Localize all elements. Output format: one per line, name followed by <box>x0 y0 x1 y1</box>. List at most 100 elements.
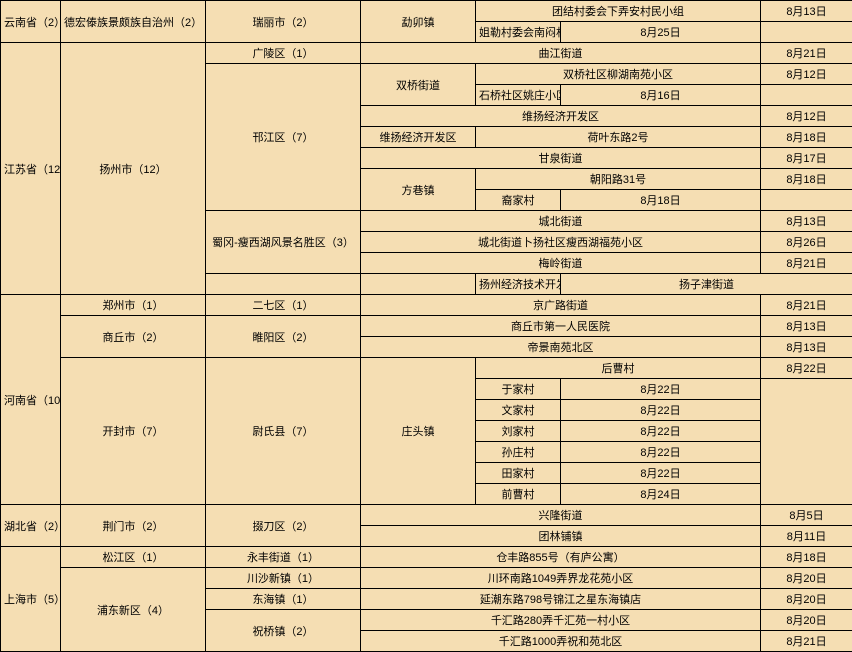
cell-c7: 8月13日 <box>761 211 852 232</box>
cell-c6: 双桥社区柳湖南苑小区 <box>476 64 761 85</box>
cell-c3: 二七区（1） <box>206 295 361 316</box>
cell-c6: 于家村 <box>476 379 561 400</box>
cell-c6: 团结村委会下弄安村民小组 <box>476 1 761 22</box>
cell-c7: 8月11日 <box>761 526 852 547</box>
cell-c7: 8月22日 <box>561 463 761 484</box>
table-row: 云南省（2）德宏傣族景颇族自治州（2）瑞丽市（2）勐卯镇团结村委会下弄安村民小组… <box>1 1 852 22</box>
cell-c6: 孙庄村 <box>476 442 561 463</box>
cell-c1: 云南省（2） <box>1 1 61 43</box>
cell-c2: 荆门市（2） <box>61 505 206 547</box>
table-row: 商丘市（2）睢阳区（2）商丘市第一人民医院8月13日 <box>1 316 852 337</box>
cell-c6: 甘泉街道 <box>361 148 761 169</box>
risk-area-table: 云南省（2）德宏傣族景颇族自治州（2）瑞丽市（2）勐卯镇团结村委会下弄安村民小组… <box>0 0 852 652</box>
cell-c4: 勐卯镇 <box>361 1 476 43</box>
cell-c7: 8月12日 <box>761 64 852 85</box>
cell-c7: 8月20日 <box>761 589 852 610</box>
cell-c3: 尉氏县（7） <box>206 358 361 505</box>
cell-c3: 蜀冈-瘦西湖风景名胜区（3） <box>206 211 361 274</box>
cell-c1: 上海市（5） <box>1 547 61 652</box>
cell-c1: 江苏省（12） <box>1 43 61 295</box>
cell-c6: 刘家村 <box>476 421 561 442</box>
table-row: 开封市（7）尉氏县（7）庄头镇后曹村8月22日 <box>1 358 852 379</box>
cell-c2: 扬州市（12） <box>61 43 206 295</box>
cell-c2: 商丘市（2） <box>61 316 206 358</box>
cell-c7: 8月26日 <box>761 232 852 253</box>
cell-c6: 后曹村 <box>476 358 761 379</box>
table-row: 上海市（5）松江区（1）永丰街道（1）仓丰路855号（有庐公寓）8月18日 <box>1 547 852 568</box>
cell-c7: 8月18日 <box>561 190 761 211</box>
cell-c2: 德宏傣族景颇族自治州（2） <box>61 1 206 43</box>
cell-c7: 8月25日 <box>561 22 761 43</box>
cell-c7: 8月12日 <box>761 106 852 127</box>
cell-c6: 千汇路1000弄祝和苑北区 <box>361 631 761 652</box>
cell-c3: 掇刀区（2） <box>206 505 361 547</box>
cell-c6: 京广路街道 <box>361 295 761 316</box>
table-row: 河南省（10）郑州市（1）二七区（1）京广路街道8月21日 <box>1 295 852 316</box>
cell-c6: 商丘市第一人民医院 <box>361 316 761 337</box>
cell-c1 <box>206 274 361 295</box>
cell-c3: 东海镇（1） <box>206 589 361 610</box>
cell-c3: 永丰街道（1） <box>206 547 361 568</box>
cell-c7: 8月5日 <box>761 505 852 526</box>
cell-c3: 瑞丽市（2） <box>206 1 361 43</box>
table-row: 浦东新区（4）川沙新镇（1）川环南路1049弄界龙花苑小区8月20日 <box>1 568 852 589</box>
cell-c3: 扬州经济技术开发区（1） <box>476 274 561 295</box>
cell-c7: 8月20日 <box>761 568 852 589</box>
cell-c6: 前曹村 <box>476 484 561 505</box>
cell-c2: 郑州市（1） <box>61 295 206 316</box>
cell-c7: 8月13日 <box>761 1 852 22</box>
cell-c7: 8月16日 <box>561 85 761 106</box>
cell-c7: 8月22日 <box>761 358 852 379</box>
cell-c4: 双桥街道 <box>361 64 476 106</box>
cell-c1: 河南省（10） <box>1 295 61 505</box>
cell-c7: 8月18日 <box>761 547 852 568</box>
cell-c7: 8月20日 <box>761 610 852 631</box>
cell-c6: 梅岭街道 <box>361 253 761 274</box>
cell-c7: 8月18日 <box>761 127 852 148</box>
cell-c7: 8月22日 <box>561 442 761 463</box>
cell-c6: 荷叶东路2号 <box>476 127 761 148</box>
table-row: 江苏省（12）扬州市（12）广陵区（1）曲江街道8月21日 <box>1 43 852 64</box>
cell-c6: 千汇路280弄千汇苑一村小区 <box>361 610 761 631</box>
cell-c4: 维扬经济开发区 <box>361 127 476 148</box>
cell-c6: 帝景南苑北区 <box>361 337 761 358</box>
cell-c6: 兴隆街道 <box>361 505 761 526</box>
cell-c7: 8月24日 <box>561 484 761 505</box>
cell-c6: 姐勒村委会南闷村民小组 <box>476 22 561 43</box>
cell-c7: 8月17日 <box>761 148 852 169</box>
cell-c3: 睢阳区（2） <box>206 316 361 358</box>
cell-c6: 田家村 <box>476 463 561 484</box>
cell-c2: 松江区（1） <box>61 547 206 568</box>
cell-c7: 8月22日 <box>561 400 761 421</box>
cell-c3: 川沙新镇（1） <box>206 568 361 589</box>
cell-c2: 开封市（7） <box>61 358 206 505</box>
cell-c1: 湖北省（2） <box>1 505 61 547</box>
cell-c2 <box>361 274 476 295</box>
cell-c7: 8月13日 <box>761 316 852 337</box>
cell-c6: 延潮东路798号锦江之星东海镇店 <box>361 589 761 610</box>
cell-c3: 祝桥镇（2） <box>206 610 361 652</box>
cell-c7: 8月21日 <box>761 43 852 64</box>
cell-c3: 广陵区（1） <box>206 43 361 64</box>
cell-c4: 方巷镇 <box>361 169 476 211</box>
cell-c6: 曲江街道 <box>361 43 761 64</box>
cell-c6: 维扬经济开发区 <box>361 106 761 127</box>
cell-c6: 文家村 <box>476 400 561 421</box>
cell-c7: 8月22日 <box>561 379 761 400</box>
cell-c6: 团林铺镇 <box>361 526 761 547</box>
cell-c6: 裔家村 <box>476 190 561 211</box>
cell-c7: 8月13日 <box>761 337 852 358</box>
cell-c6: 城北街道卜扬社区瘦西湖福苑小区 <box>361 232 761 253</box>
cell-c7: 8月21日 <box>761 631 852 652</box>
cell-c3: 邗江区（7） <box>206 64 361 211</box>
table-row: 湖北省（2）荆门市（2）掇刀区（2）兴隆街道8月5日 <box>1 505 852 526</box>
cell-c6: 石桥社区姚庄小区 <box>476 85 561 106</box>
cell-c6: 朝阳路31号 <box>476 169 761 190</box>
cell-c6: 川环南路1049弄界龙花苑小区 <box>361 568 761 589</box>
cell-c7: 8月22日 <box>561 421 761 442</box>
cell-c4: 庄头镇 <box>361 358 476 505</box>
cell-c7: 8月21日 <box>761 295 852 316</box>
cell-c7: 8月21日 <box>761 253 852 274</box>
cell-c6: 扬子津街道 <box>561 274 852 295</box>
cell-c6: 城北街道 <box>361 211 761 232</box>
